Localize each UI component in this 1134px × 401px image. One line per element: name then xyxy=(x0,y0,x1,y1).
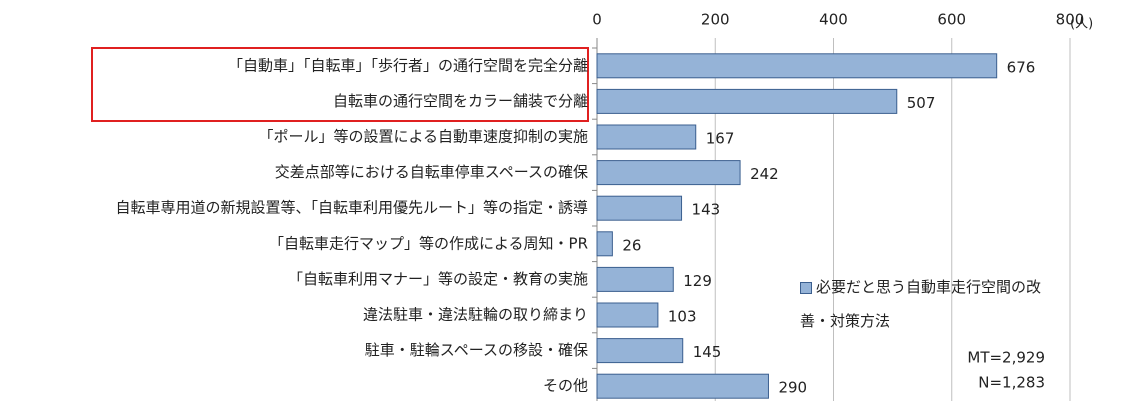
x-tick-label: 200 xyxy=(701,11,730,29)
legend-swatch xyxy=(800,281,812,294)
value-label: 167 xyxy=(706,130,735,148)
value-label: 242 xyxy=(750,165,779,183)
y-tick-label: 「自転車利用マナー」等の設定・教育の実施 xyxy=(288,270,588,288)
bar xyxy=(596,302,659,328)
x-tick-label: 600 xyxy=(937,11,966,29)
annotation: N=1,283 xyxy=(978,374,1045,392)
bar xyxy=(596,266,674,292)
bar xyxy=(596,124,697,150)
bar xyxy=(596,338,684,364)
bar xyxy=(596,53,998,79)
y-tick-label: 違法駐車・違法駐輪の取り締まり xyxy=(363,306,588,324)
value-label: 145 xyxy=(693,343,722,361)
x-tick-label: 800 xyxy=(1056,11,1085,29)
bar xyxy=(596,88,898,114)
bar xyxy=(596,373,769,399)
axis-unit: (人) xyxy=(1070,17,1093,32)
y-tick-label: その他 xyxy=(543,377,588,395)
highlight-box xyxy=(91,47,589,122)
bar xyxy=(596,160,741,186)
y-tick-label: 交差点部等における自転車停車スペースの確保 xyxy=(275,163,588,181)
annotation: MT=2,929 xyxy=(967,349,1045,367)
y-tick-label: 自転車専用道の新規設置等、「自転車利用優先ルート」等の指定・誘導 xyxy=(115,199,588,217)
value-label: 103 xyxy=(668,308,697,326)
legend-label: 必要だと思う自動車走行空間の改善・対策方法 xyxy=(800,278,1042,330)
value-label: 507 xyxy=(907,94,936,112)
x-tick-label: 0 xyxy=(592,11,602,29)
y-tick-label: 「自動車」「自転車」「歩行者」の通行空間を完全分離 xyxy=(228,56,588,74)
x-tick-label: 400 xyxy=(819,11,848,29)
bar xyxy=(596,231,613,257)
value-label: 676 xyxy=(1007,58,1036,76)
value-label: 129 xyxy=(683,272,712,290)
y-tick-label: 駐車・駐輪スペースの移設・確保 xyxy=(365,341,588,359)
value-label: 26 xyxy=(622,236,641,254)
y-tick-label: 「自転車走行マップ」等の作成による周知・PR xyxy=(269,234,588,252)
value-label: 143 xyxy=(692,201,721,219)
bar xyxy=(596,195,683,221)
legend: 必要だと思う自動車走行空間の改善・対策方法 xyxy=(800,270,1060,338)
y-tick-label: 自転車の通行空間をカラー舗装で分離 xyxy=(333,92,588,110)
y-tick-label: 「ポール」等の設置による自動車速度抑制の実施 xyxy=(258,128,588,146)
value-label: 290 xyxy=(778,379,807,397)
